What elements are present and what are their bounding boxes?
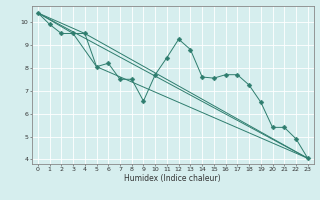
X-axis label: Humidex (Indice chaleur): Humidex (Indice chaleur) bbox=[124, 174, 221, 183]
